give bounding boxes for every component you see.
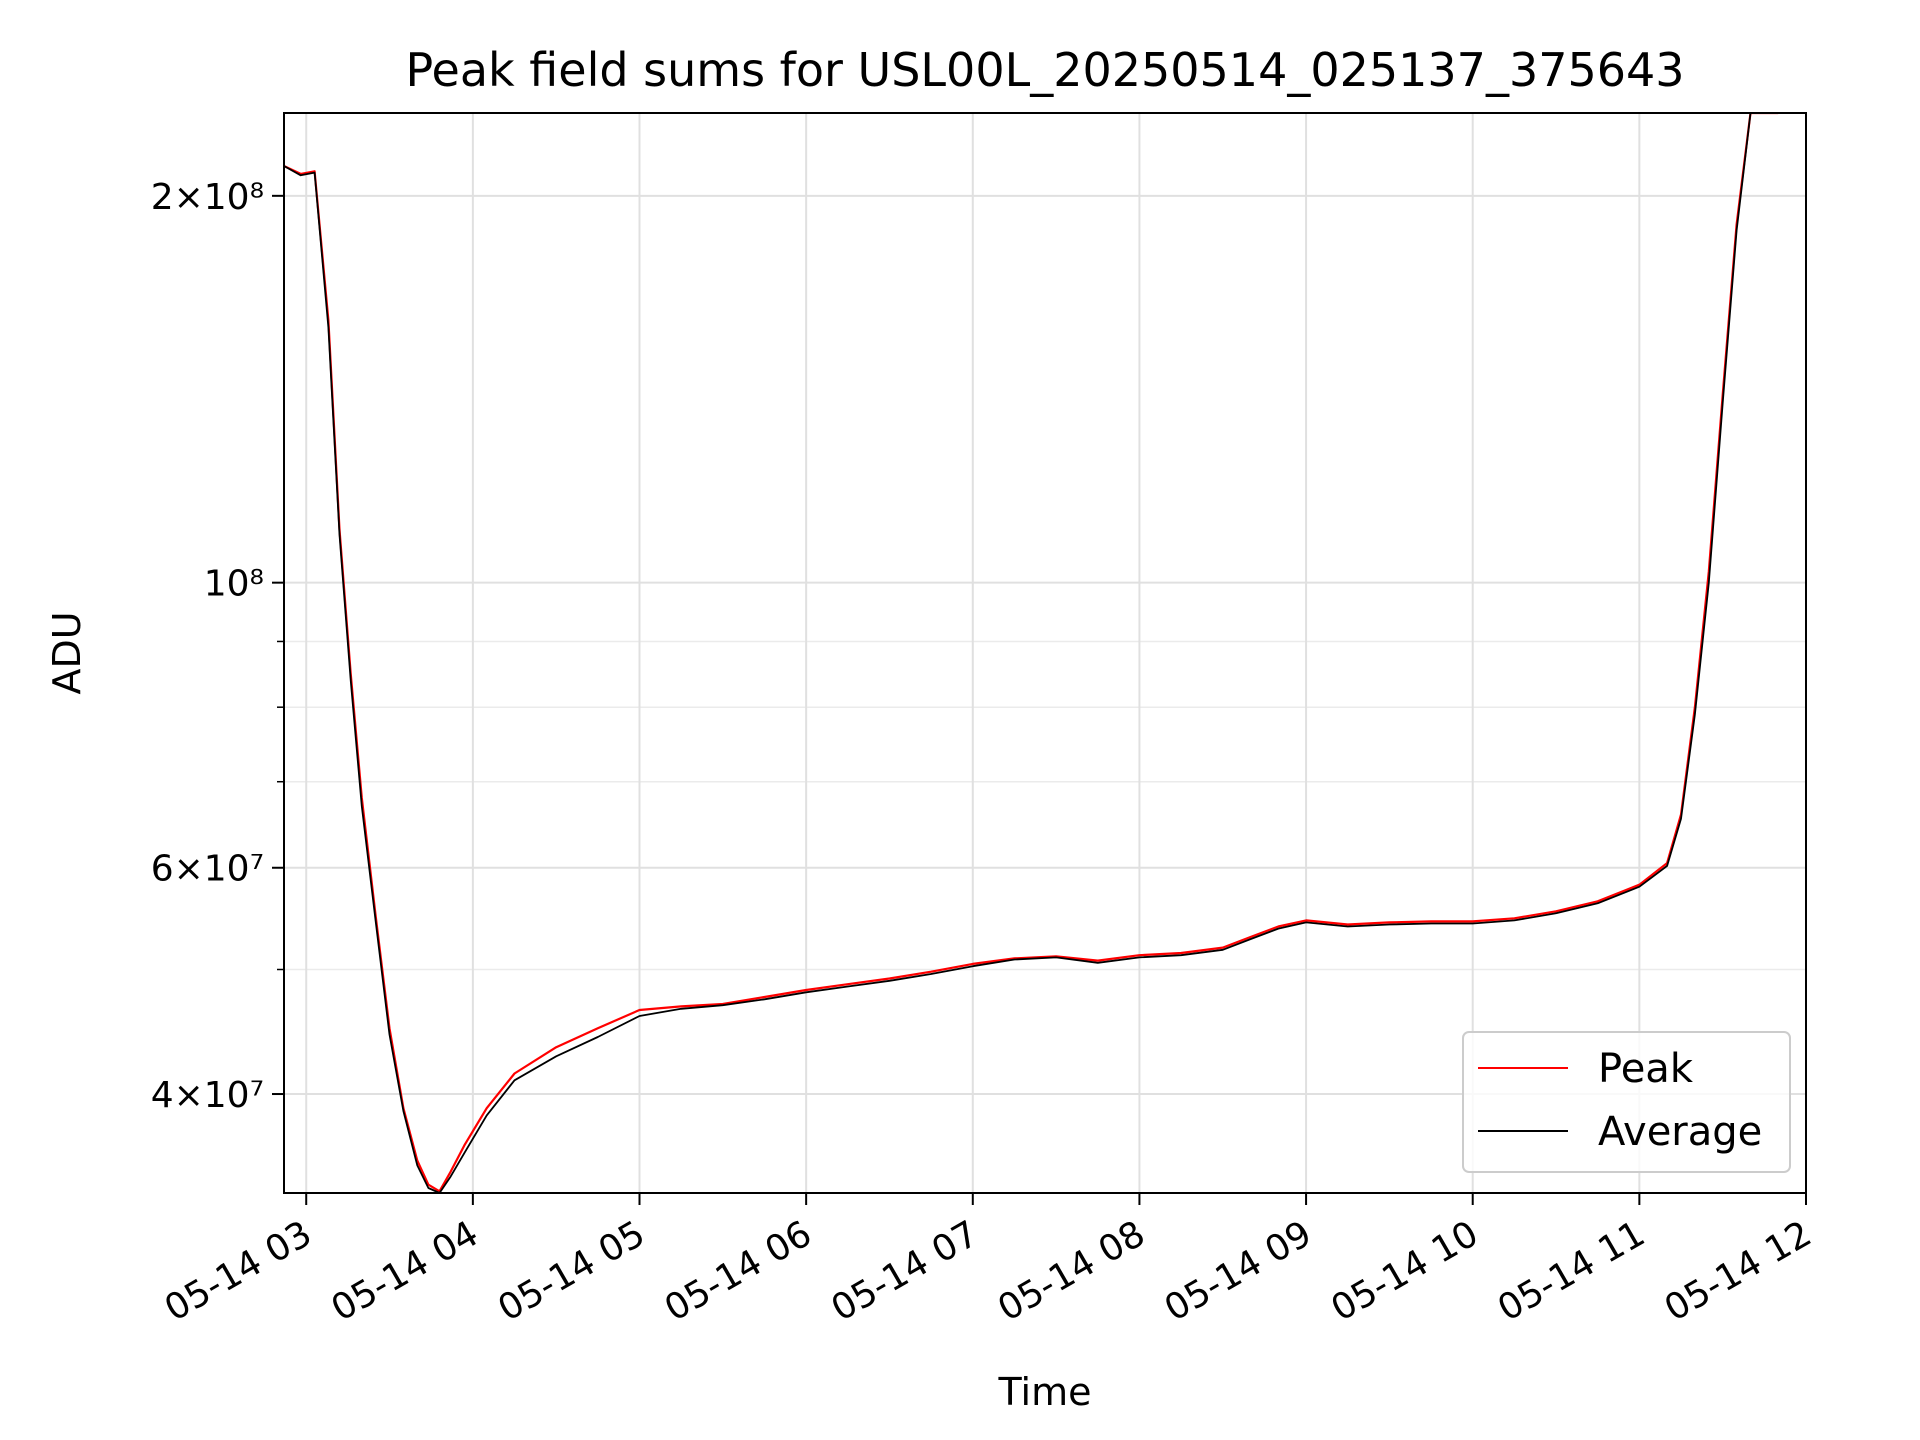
x-tick-label-1: 05-14 04 bbox=[325, 1213, 486, 1329]
x-tick-label-7: 05-14 10 bbox=[1325, 1213, 1486, 1329]
x-tick-label-6: 05-14 09 bbox=[1158, 1213, 1319, 1329]
legend-average-label: Average bbox=[1598, 1109, 1762, 1155]
legend: Peak Average bbox=[1462, 1031, 1791, 1173]
y-tick-label-2: 10⁸ bbox=[204, 564, 264, 605]
legend-peak-label: Peak bbox=[1598, 1046, 1694, 1092]
y-axis: 4×10⁷ 6×10⁷ 10⁸ 2×10⁸ bbox=[151, 177, 284, 1116]
y-axis-label: ADU bbox=[45, 611, 89, 694]
x-tick-label-8: 05-14 11 bbox=[1491, 1213, 1652, 1329]
x-tick-label-5: 05-14 08 bbox=[991, 1213, 1152, 1329]
x-tick-label-2: 05-14 05 bbox=[491, 1213, 652, 1329]
chart-title: Peak field sums for USL00L_20250514_0251… bbox=[405, 43, 1684, 97]
y-tick-label-0: 4×10⁷ bbox=[151, 1075, 264, 1116]
series-lines bbox=[284, 113, 1779, 1193]
series-line-average bbox=[284, 113, 1779, 1193]
x-tick-label-0: 05-14 03 bbox=[158, 1213, 319, 1329]
x-tick-label-3: 05-14 06 bbox=[658, 1213, 819, 1329]
series-line-peak bbox=[284, 113, 1779, 1193]
x-tick-label-4: 05-14 07 bbox=[825, 1213, 986, 1329]
y-tick-label-3: 2×10⁸ bbox=[151, 177, 264, 218]
x-tick-label-9: 05-14 12 bbox=[1658, 1213, 1819, 1329]
x-axis-label: Time bbox=[998, 1370, 1092, 1414]
y-tick-label-1: 6×10⁷ bbox=[151, 849, 264, 890]
x-axis: 05-14 03 05-14 04 05-14 05 05-14 06 05-14 07… bbox=[158, 1193, 1819, 1330]
plot-frame bbox=[283, 112, 1807, 1194]
